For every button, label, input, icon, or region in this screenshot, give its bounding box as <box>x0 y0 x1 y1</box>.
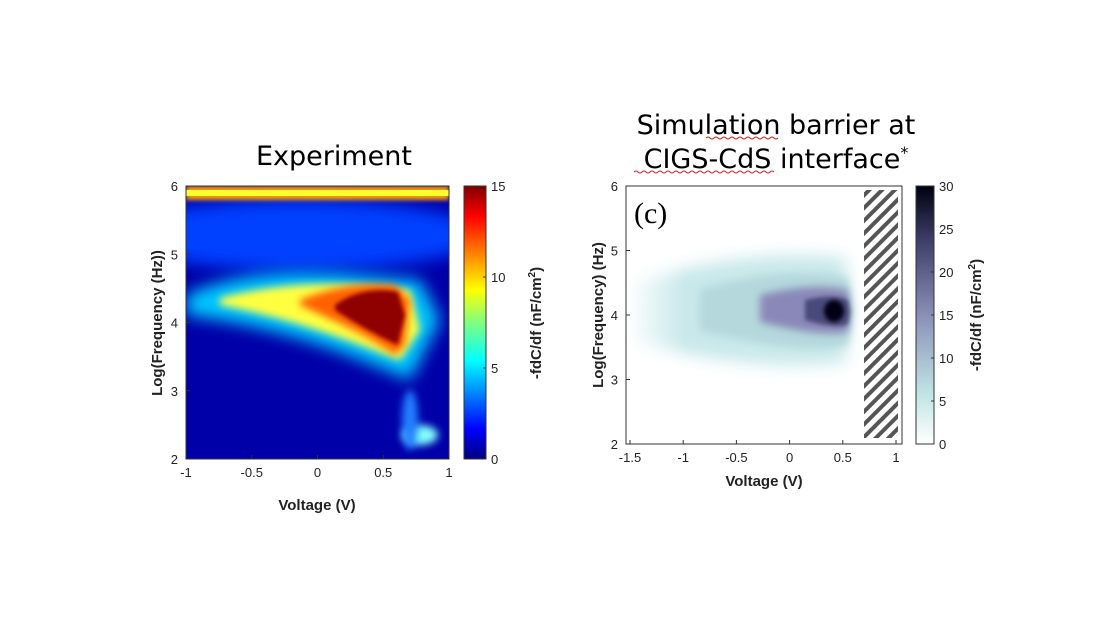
left-cb-tick-label: 5 <box>491 361 498 376</box>
left-x-axis-label: Voltage (V) <box>278 497 355 514</box>
right-heatmap <box>626 186 902 444</box>
left-x-tick-label: 1 <box>445 465 452 480</box>
left-colorbar-label: -fdC/df (nF/cm2) <box>527 267 545 379</box>
left-x-tick-label: 0.5 <box>374 465 392 480</box>
left-heatmap <box>186 186 449 459</box>
right-y-tick-label: 6 <box>611 179 618 194</box>
hatched-region <box>864 190 898 438</box>
left-y-ticks: 2 3 4 5 6 <box>171 179 190 467</box>
right-cb-tick-label: 25 <box>939 222 953 237</box>
right-y-tick-label: 5 <box>611 244 618 259</box>
right-x-tick-label: 0.5 <box>834 450 852 465</box>
left-colorbar <box>463 185 487 460</box>
right-x-tick-label: -0.5 <box>725 450 747 465</box>
spellcheck-underline <box>633 170 775 174</box>
right-y-tick-label: 4 <box>611 308 618 323</box>
left-y-tick-label: 6 <box>171 179 178 194</box>
left-x-tick-label: 0 <box>314 465 321 480</box>
panel-label: (c) <box>634 197 667 230</box>
left-cb-tick-label: 0 <box>491 452 498 467</box>
left-cb-tick-label: 10 <box>491 270 505 285</box>
left-x-tick-label: -0.5 <box>241 465 263 480</box>
right-cb-tick-label: 30 <box>939 179 953 194</box>
right-cb-tick-label: 0 <box>939 437 946 452</box>
left-y-tick-label: 3 <box>171 384 178 399</box>
right-colorbar-label: -fdC/df (nF/cm2) <box>967 259 985 371</box>
left-cb-tick-label: 15 <box>491 179 505 194</box>
right-y-tick-label: 3 <box>611 373 618 388</box>
left-x-tick-label: -1 <box>180 465 192 480</box>
spellcheck-underline-2 <box>705 136 779 140</box>
right-y-tick-label: 2 <box>611 437 618 452</box>
right-y-axis-label: Log(Frequency) (Hz) <box>590 242 607 388</box>
left-y-tick-label: 5 <box>171 247 178 262</box>
right-y-ticks: 2 3 4 5 6 <box>611 179 630 452</box>
right-cb-tick-label: 5 <box>939 394 946 409</box>
right-cb-tick-label: 20 <box>939 265 953 280</box>
right-x-tick-label: -1.5 <box>619 450 641 465</box>
right-chart-title-line1: Simulation barrier at <box>637 110 916 141</box>
right-x-tick-label: 0 <box>786 450 793 465</box>
left-chart-title: Experiment <box>256 141 412 172</box>
right-colorbar-ticks: 0 5 10 15 20 25 30 <box>931 179 953 452</box>
right-x-ticks: -1.5 -1 -0.5 0 0.5 1 <box>619 440 900 465</box>
left-y-tick-label: 2 <box>171 452 178 467</box>
right-x-tick-label: -1 <box>677 450 689 465</box>
right-cb-tick-label: 15 <box>939 308 953 323</box>
left-y-tick-label: 4 <box>171 316 178 331</box>
right-x-axis-label: Voltage (V) <box>725 473 802 490</box>
left-colorbar-ticks: 0 5 10 15 <box>483 179 505 467</box>
left-x-ticks: -1 -0.5 0 0.5 1 <box>180 455 453 480</box>
right-x-tick-label: 1 <box>892 450 899 465</box>
right-chart-title-line2: CIGS-CdS interface* <box>644 143 909 175</box>
left-y-axis-label: Log(Frequency (Hz)) <box>149 250 166 396</box>
right-cb-tick-label: 10 <box>939 351 953 366</box>
